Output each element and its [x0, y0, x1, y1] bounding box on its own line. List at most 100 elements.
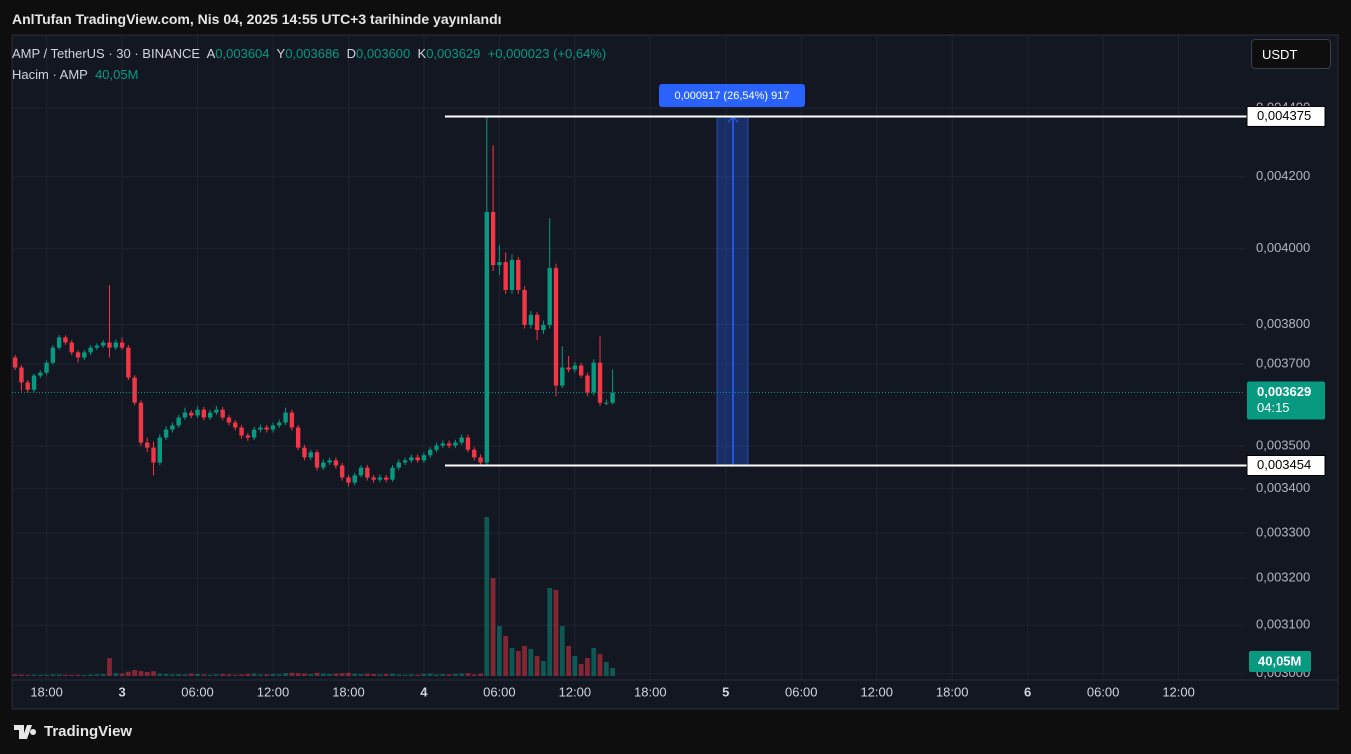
volume-bar — [94, 674, 100, 676]
volume-bar — [591, 648, 597, 676]
candle-body — [597, 362, 603, 403]
candle-body — [516, 259, 521, 290]
candle-body — [31, 375, 37, 390]
ohlc-value: 0,003600 — [356, 46, 411, 61]
candle-body — [478, 457, 483, 463]
candle-body — [365, 467, 370, 478]
volume-bar — [258, 674, 263, 676]
candle-body — [207, 412, 213, 418]
candle-body — [100, 342, 106, 346]
candle-body — [453, 442, 458, 446]
x-tick-label: 6 — [1024, 684, 1031, 699]
level-badge — [1246, 454, 1326, 476]
symbol: AMP / TetherUS · 30 · BINANCE — [12, 46, 201, 61]
candle-body — [465, 437, 471, 450]
y-tick-label: 0,003500 — [1256, 437, 1310, 452]
candle-body — [459, 437, 464, 443]
candle-body — [283, 412, 288, 423]
volume-bar — [553, 590, 559, 676]
volume-bar — [56, 674, 62, 676]
candle-body — [383, 477, 389, 480]
volume-badge — [1249, 651, 1311, 672]
candle-body — [239, 427, 244, 436]
x-tick-label: 12:00 — [1162, 684, 1195, 699]
legend-row: Hacim · AMP 40,05M — [12, 67, 138, 82]
candle-body — [472, 449, 477, 458]
candle-body — [295, 427, 301, 448]
candle-body — [119, 342, 125, 348]
volume-bar — [522, 646, 527, 676]
candle-body — [195, 409, 200, 416]
candle-body — [56, 337, 62, 348]
x-tick-label: 12:00 — [257, 684, 290, 699]
volume-bar — [352, 673, 358, 676]
x-tick-label: 18:00 — [936, 684, 969, 699]
volume-bar — [69, 675, 75, 676]
volume-bar — [37, 675, 43, 676]
candle-body — [578, 365, 584, 376]
brand: TradingView — [14, 723, 132, 740]
volume-value: 40,05M — [95, 67, 139, 82]
volume-bar — [50, 674, 56, 676]
candle-body — [585, 375, 590, 393]
volume-bar — [434, 674, 439, 676]
volume-bar — [327, 674, 332, 676]
candle-body — [509, 259, 515, 290]
volume-bar — [490, 578, 496, 676]
volume-bar — [572, 656, 578, 676]
candle-body — [566, 367, 571, 370]
plot-area — [12, 115, 1245, 676]
candle-body — [333, 460, 339, 466]
volume-bar — [25, 675, 31, 676]
candle-body — [245, 435, 251, 438]
ohlc-label: Y — [276, 46, 286, 61]
candle-body — [572, 365, 578, 370]
volume-bar — [151, 671, 156, 676]
candle-body — [302, 447, 307, 458]
y-tick-label: 0,004000 — [1256, 240, 1310, 255]
candle-body — [534, 314, 540, 330]
currency-button[interactable]: USDT — [1251, 39, 1331, 69]
y-tick-label: 0,003700 — [1256, 355, 1310, 370]
candle-body — [220, 409, 225, 418]
candle-body — [289, 412, 295, 428]
candle-body — [314, 452, 320, 468]
volume-bar — [295, 673, 301, 676]
volume-bar — [213, 674, 219, 676]
x-tick-label: 06:00 — [181, 684, 214, 699]
candle-body — [270, 425, 276, 430]
volume-bar — [408, 674, 414, 676]
candle-body — [82, 352, 87, 358]
x-tick-label: 5 — [722, 684, 729, 699]
change: +0,000023 (+0,64%) — [487, 46, 607, 61]
candle-body — [446, 443, 452, 446]
candle-body — [182, 412, 188, 418]
volume-bar — [314, 672, 320, 676]
candle-body — [402, 460, 408, 463]
candle-body — [88, 347, 93, 353]
candle-body — [490, 211, 496, 266]
candle-body — [126, 347, 131, 378]
ohlc-value: 0,003604 — [215, 46, 270, 61]
volume-bar — [176, 674, 182, 676]
volume-bar — [44, 674, 49, 676]
volume-bar — [585, 658, 590, 676]
volume-bar — [471, 674, 477, 676]
y-tick-label: 0,003400 — [1256, 480, 1310, 495]
volume-bar — [396, 674, 402, 676]
legend-row: AMP / TetherUS · 30 · BINANCE A0,003604 … — [12, 46, 606, 61]
ohlc-label: K — [417, 46, 427, 61]
candle-body — [440, 443, 445, 446]
candle-body — [528, 314, 534, 325]
volume-bar — [31, 674, 37, 676]
volume-bar — [283, 673, 288, 676]
volume-bar — [402, 674, 408, 676]
volume-bar — [169, 674, 175, 676]
volume-bar — [75, 674, 81, 676]
measure-label: 0,000917 (26,54%) 917 — [675, 90, 790, 102]
brand-name: TradingView — [44, 723, 133, 740]
volume-bar — [107, 658, 112, 676]
volume-bar — [603, 662, 609, 676]
volume-bar — [276, 674, 282, 676]
